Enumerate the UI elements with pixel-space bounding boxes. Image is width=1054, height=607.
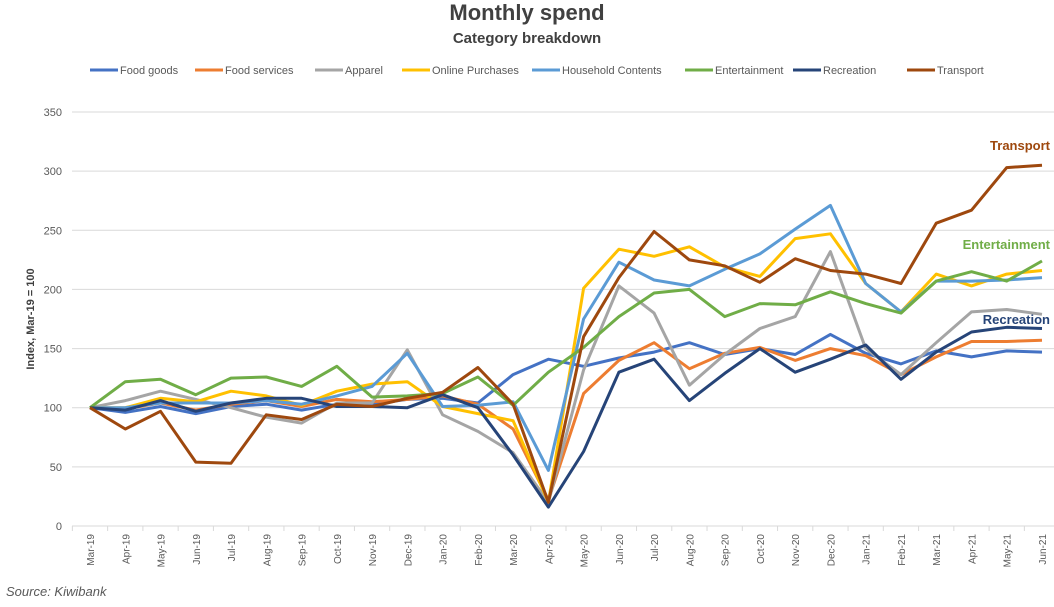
x-tick-label: May-20: [580, 534, 591, 568]
legend-label: Apparel: [345, 65, 383, 77]
x-tick-label: Apr-20: [544, 534, 555, 564]
x-tick-label: May-21: [1003, 534, 1014, 568]
x-tick-label: Jan-21: [862, 534, 873, 565]
legend-label: Food goods: [120, 65, 179, 77]
series-line-food-goods: [89, 332, 1043, 416]
series-line-recreation: [89, 325, 1043, 509]
annotation-transport: Transport: [990, 138, 1051, 153]
y-tick-label: 100: [44, 403, 62, 415]
legend-label: Recreation: [823, 65, 876, 77]
x-tick-label: Dec-20: [826, 534, 837, 567]
series-line-entertainment: [89, 259, 1043, 409]
legend-label: Food services: [225, 65, 294, 77]
x-tick-label: Feb-20: [474, 534, 485, 566]
x-tick-label: Nov-20: [791, 534, 802, 567]
legend-label: Household Contents: [562, 65, 662, 77]
x-tick-label: Mar-20: [509, 534, 520, 566]
y-tick-label: 200: [44, 284, 62, 296]
x-tick-label: May-19: [157, 534, 168, 568]
y-tick-label: 350: [44, 107, 62, 119]
x-tick-label: Aug-20: [685, 534, 696, 567]
legend-label: Entertainment: [715, 65, 783, 77]
x-tick-label: Jun-20: [615, 534, 626, 565]
x-tick-label: Jul-19: [227, 534, 238, 562]
y-tick-label: 250: [44, 225, 62, 237]
y-axis-label: Index, Mar-19 = 100: [25, 268, 37, 369]
x-tick-label: Sep-20: [721, 534, 732, 567]
x-tick-label: Mar-21: [932, 534, 943, 566]
series-line-transport: [89, 163, 1043, 504]
legend-label: Transport: [937, 65, 984, 77]
x-tick-label: Jan-20: [439, 534, 450, 565]
annotation-recreation: Recreation: [983, 312, 1050, 327]
x-tick-label: Nov-19: [368, 534, 379, 567]
x-tick-label: Feb-21: [897, 534, 908, 566]
x-tick-label: Mar-19: [86, 534, 97, 566]
y-tick-label: 0: [56, 521, 62, 533]
y-tick-label: 300: [44, 166, 62, 178]
x-tick-label: Jun-21: [1038, 534, 1049, 565]
chart-subtitle: Category breakdown: [452, 30, 602, 47]
source-note: Source: Kiwibank: [6, 584, 107, 599]
x-tick-label: Oct-20: [756, 534, 767, 564]
x-tick-label: Sep-19: [298, 534, 309, 567]
x-tick-label: Apr-19: [121, 534, 132, 564]
x-tick-label: Oct-19: [333, 534, 344, 564]
legend-label: Online Purchases: [432, 65, 519, 77]
x-tick-label: Dec-19: [403, 534, 414, 567]
x-tick-label: Aug-19: [262, 534, 273, 567]
x-tick-label: Jun-19: [192, 534, 203, 565]
x-tick-label: Apr-21: [967, 534, 978, 564]
y-tick-label: 150: [44, 344, 62, 356]
annotation-entertainment: Entertainment: [963, 237, 1051, 252]
x-tick-label: Jul-20: [650, 534, 661, 562]
chart-title: Monthly spend: [449, 0, 605, 25]
y-tick-label: 50: [50, 462, 62, 474]
